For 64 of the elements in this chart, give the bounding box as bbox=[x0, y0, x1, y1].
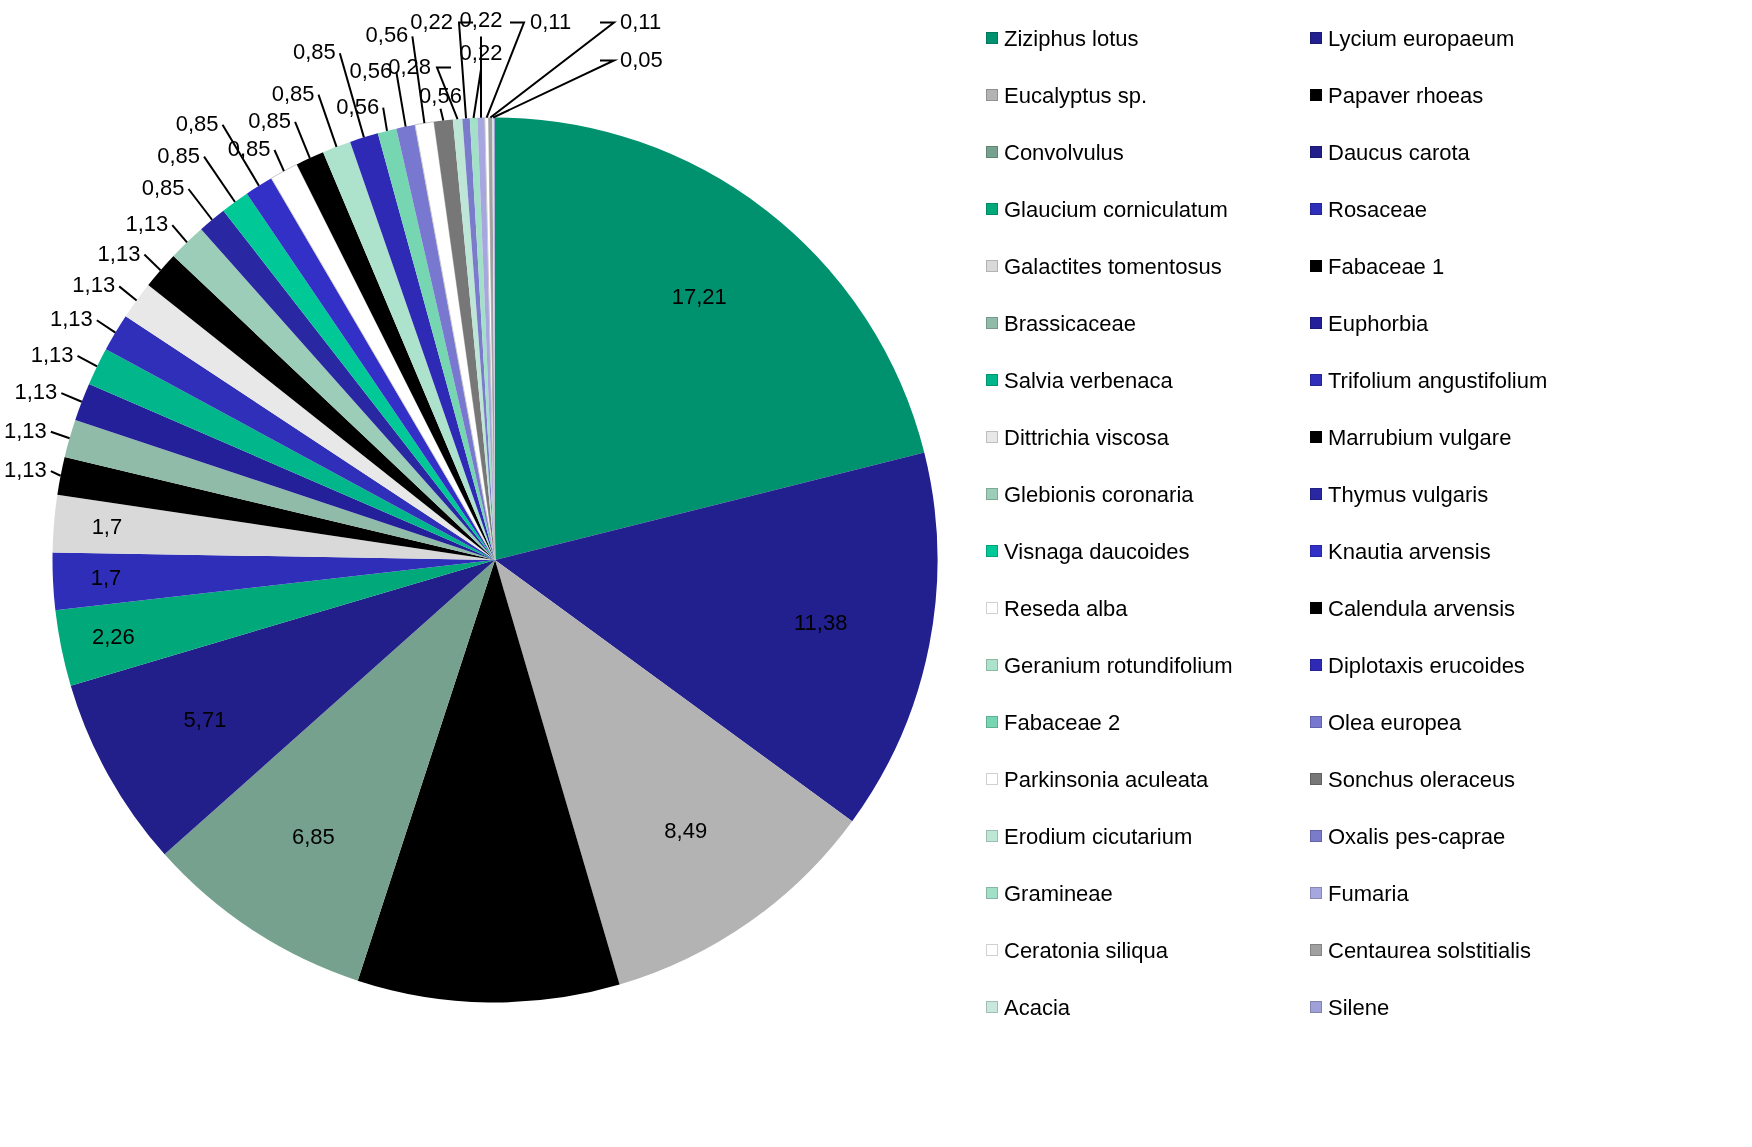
data-label: 17,21 bbox=[671, 284, 727, 310]
legend-label: Fumaria bbox=[1328, 881, 1409, 907]
legend-label: Olea europea bbox=[1328, 710, 1462, 736]
legend-label: Fabaceae 1 bbox=[1328, 254, 1445, 280]
legend-label: Diplotaxis erucoides bbox=[1328, 653, 1525, 679]
legend-label: Acacia bbox=[1004, 995, 1071, 1021]
data-label: 0,22 bbox=[410, 8, 453, 34]
data-label: 0,85 bbox=[157, 142, 201, 168]
data-label: 1,13 bbox=[3, 457, 47, 483]
data-label: 1,7 bbox=[91, 513, 123, 539]
legend-label: Silene bbox=[1328, 995, 1390, 1021]
data-label: 8,49 bbox=[664, 817, 708, 843]
legend-label: Brassicaceae bbox=[1004, 311, 1137, 337]
legend-label: Fabaceae 2 bbox=[1004, 710, 1121, 736]
legend-label: Glaucium corniculatum bbox=[1004, 197, 1228, 223]
data-label: 0,85 bbox=[175, 110, 219, 136]
data-label: 1,13 bbox=[72, 272, 116, 298]
legend-label: Daucus carota bbox=[1328, 140, 1470, 166]
legend-label: Ceratonia siliqua bbox=[1004, 938, 1168, 964]
data-label: 1,13 bbox=[30, 342, 74, 367]
legend-label: Papaver rhoeas bbox=[1328, 83, 1484, 109]
legend-label: Galactites tomentosus bbox=[1004, 254, 1222, 280]
data-label: 1,13 bbox=[14, 379, 58, 405]
legend-label: Gramineae bbox=[1004, 881, 1113, 907]
legend-label: Trifolium angustifolium bbox=[1328, 368, 1548, 394]
legend-label: Calendula arvensis bbox=[1328, 596, 1516, 622]
data-label: 0,85 bbox=[271, 80, 315, 106]
legend-label: Euphorbia bbox=[1328, 311, 1429, 337]
legend-label: Dittrichia viscosa bbox=[1004, 425, 1170, 451]
legend-label: Marrubium vulgare bbox=[1328, 425, 1512, 451]
data-label: 1,13 bbox=[125, 211, 169, 237]
legend-label: Oxalis pes-caprae bbox=[1328, 824, 1506, 850]
data-label: 1,13 bbox=[97, 240, 141, 266]
legend-label: Eucalyptus sp. bbox=[1004, 83, 1148, 109]
data-label: 0,11 bbox=[620, 8, 662, 34]
legend-label: Salvia verbenaca bbox=[1004, 368, 1173, 394]
data-label: 2,26 bbox=[92, 623, 135, 649]
data-label: 1,13 bbox=[50, 306, 93, 332]
legend-label: Visnaga daucoides bbox=[1004, 539, 1190, 565]
legend-label: Thymus vulgaris bbox=[1328, 482, 1489, 508]
legend-label: Parkinsonia aculeata bbox=[1004, 767, 1209, 793]
legend-label: Convolvulus bbox=[1004, 140, 1124, 166]
legend-label: Reseda alba bbox=[1004, 596, 1128, 622]
legend-label: Knautia arvensis bbox=[1328, 539, 1491, 565]
data-label: 0,85 bbox=[141, 175, 185, 201]
legend-label: Ziziphus lotus bbox=[1004, 26, 1139, 52]
data-label: 1,7 bbox=[90, 564, 122, 590]
data-label: 11,38 bbox=[793, 609, 848, 635]
data-label: 0,56 bbox=[365, 22, 409, 48]
legend-label: Rosaceae bbox=[1328, 197, 1428, 223]
legend-label: Lycium europaeum bbox=[1328, 26, 1515, 52]
data-label: 6,85 bbox=[291, 823, 335, 849]
data-label: 0,85 bbox=[248, 107, 292, 133]
legend-label: Sonchus oleraceus bbox=[1328, 767, 1516, 793]
data-label: 0,85 bbox=[293, 39, 336, 65]
data-label: 1,13 bbox=[3, 417, 47, 443]
legend-label: Geranium rotundifolium bbox=[1004, 653, 1233, 679]
data-label: 5,71 bbox=[183, 707, 227, 733]
legend-label: Centaurea solstitialis bbox=[1328, 938, 1531, 964]
data-label: 0,05 bbox=[620, 46, 663, 72]
data-label: 0,22 bbox=[459, 6, 503, 32]
legend-label: Erodium cicutarium bbox=[1004, 824, 1193, 850]
legend-label: Glebionis coronaria bbox=[1004, 482, 1194, 508]
data-label: 0,11 bbox=[530, 8, 572, 34]
